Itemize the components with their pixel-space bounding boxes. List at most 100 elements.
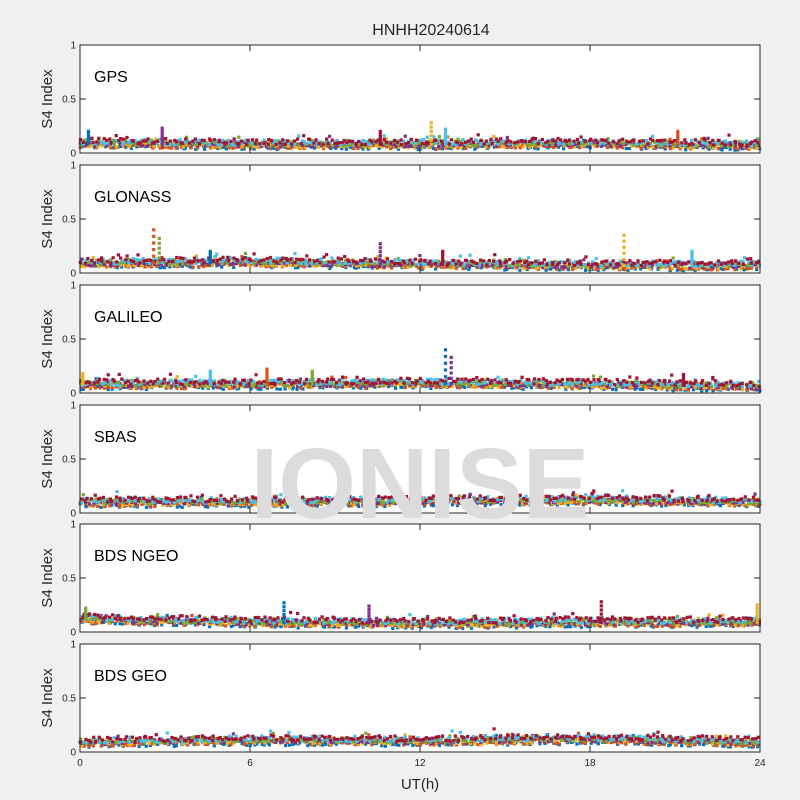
data-point [176,140,181,144]
data-point [508,381,512,385]
data-point [266,142,270,146]
data-point [660,262,664,266]
data-point [727,133,731,137]
data-point [500,384,505,388]
data-point [296,265,300,270]
data-point [384,142,388,146]
data-point [91,140,95,144]
data-point [504,378,508,382]
data-point [366,257,370,261]
data-point [289,263,293,267]
data-point [459,139,463,143]
plot-area [80,45,760,153]
data-point [122,137,126,141]
data-point [392,264,396,268]
data-point [142,262,146,266]
data-point [317,263,321,267]
data-point [335,144,339,148]
data-point [290,142,294,146]
data-point [653,139,657,143]
data-point [94,377,98,381]
data-point [585,145,589,149]
data-point [441,379,445,383]
data-point [303,146,307,150]
data-point [313,259,317,263]
data-point [115,139,119,143]
peak-point [676,142,680,146]
data-point [114,385,118,389]
data-point [650,386,654,390]
data-point [588,143,592,147]
data-point [243,262,247,266]
data-point [619,382,623,386]
data-point [262,258,266,262]
data-point [575,384,579,388]
peak-point [208,254,212,258]
data-point [408,383,412,387]
data-point [516,260,520,264]
data-point [137,383,141,387]
data-point [755,261,759,265]
data-point [705,140,709,144]
data-point [350,380,354,384]
data-point [673,144,677,148]
data-point [200,258,204,262]
data-point [281,256,285,260]
peak-point [265,379,269,383]
data-point [461,264,466,268]
data-point [444,146,448,150]
data-point [134,139,138,144]
peak-point [676,132,680,136]
data-point [701,265,705,269]
data-point [217,263,221,267]
data-points [78,228,761,273]
data-point [430,263,434,267]
data-point [499,502,503,506]
data-point [322,255,326,259]
data-point [286,139,290,143]
data-point [385,381,389,385]
data-point [204,263,208,268]
data-point [736,261,741,265]
data-point [741,141,745,145]
peak-point [690,252,694,256]
peak-point [443,130,448,134]
data-point [523,266,527,270]
data-point [330,377,334,381]
data-point [618,259,622,263]
data-point [537,381,542,385]
data-point [699,381,703,385]
data-point [335,381,339,385]
data-point [293,252,297,256]
data-point [356,261,361,265]
data-point [462,382,466,386]
data-point [227,259,231,263]
data-point [414,381,418,385]
data-point [572,139,576,143]
data-point [752,145,756,150]
data-point [498,379,502,383]
data-point [463,262,467,267]
data-point [444,378,448,382]
data-point [476,133,480,137]
data-point [556,145,560,149]
data-point [638,380,642,384]
data-point [437,135,441,139]
data-point [517,142,521,147]
data-point [166,385,170,389]
y-tick-label: 0 [70,149,76,160]
data-point [668,262,672,266]
plot-area [80,285,760,393]
data-point [372,262,376,266]
data-point [421,262,425,266]
peak-point [157,236,161,240]
data-point [392,139,396,143]
data-point [302,134,306,138]
data-point [548,138,553,143]
data-point [174,379,178,383]
data-point [598,502,602,507]
data-point [528,142,532,146]
data-point [728,141,732,145]
data-point [542,258,546,262]
